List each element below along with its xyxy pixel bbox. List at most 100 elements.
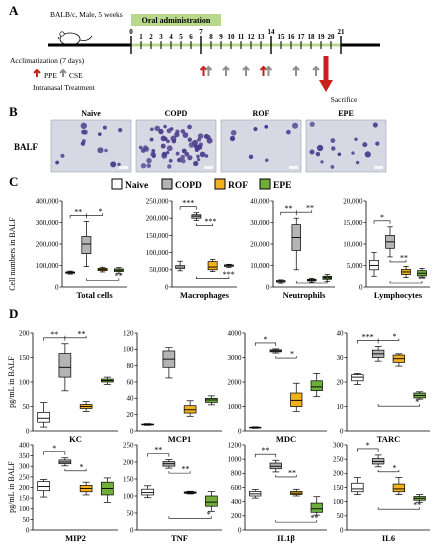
- y-tick-label: 0: [340, 427, 344, 435]
- stained-cell: [117, 162, 121, 167]
- stained-cell: [104, 148, 108, 153]
- timeline-day-label: 2: [149, 33, 153, 41]
- y-tick-label: 200,000: [36, 240, 59, 248]
- legend-swatch: [111, 178, 123, 190]
- stained-cell: [161, 153, 168, 159]
- chart-title: KC: [69, 434, 82, 444]
- stained-cell: [206, 137, 213, 144]
- y-tick-label: 40: [337, 329, 345, 337]
- y-tick-label: 200: [123, 458, 134, 466]
- timeline-day-label: 16: [288, 33, 296, 41]
- stained-cell: [175, 151, 180, 156]
- y-tick-label: 100,000: [36, 262, 59, 270]
- stained-cell: [82, 129, 88, 135]
- y-tick-label: 0: [238, 526, 242, 534]
- stained-cell: [198, 142, 203, 147]
- y-tick-label: 40,000: [250, 197, 270, 205]
- y-tick-label: 4000: [228, 329, 243, 337]
- stained-cell: [197, 133, 204, 139]
- ppe-label: PPE: [44, 71, 57, 80]
- cse-arrow-icon: [222, 65, 230, 76]
- stained-cell: [193, 160, 199, 167]
- significance-marker: *: [264, 335, 268, 344]
- legend-swatch: [214, 178, 226, 190]
- stained-cell: [166, 145, 173, 152]
- stained-cell: [351, 151, 355, 155]
- micrograph-title: COPD: [165, 109, 188, 118]
- stained-cell: [97, 132, 102, 136]
- y-tick-label: 350: [19, 452, 30, 460]
- significance-bracket: [86, 278, 120, 281]
- box-naive: [141, 488, 154, 496]
- chart-mcp1: 0 20 40 60 80 100 120 MCP1: [123, 329, 222, 444]
- y-tick-label: 20,000: [250, 240, 270, 248]
- timeline-day-label: 19: [318, 33, 326, 41]
- chart-mip2: 0 50 100 150 200 250 300 350 400 * * MIP2: [19, 441, 118, 543]
- cse-arrow-icon: [312, 65, 320, 76]
- stained-cell: [196, 157, 201, 162]
- y-tick-label: 3000: [228, 354, 243, 362]
- significance-marker: *: [80, 462, 84, 471]
- significance-marker: **: [50, 330, 58, 339]
- significance-bracket: [389, 259, 407, 263]
- timeline-day-label: 20: [328, 33, 336, 41]
- box-naive: [351, 482, 364, 493]
- micrograph-epe: [305, 119, 387, 173]
- y-tick-label: 50,000: [149, 266, 169, 274]
- significance-marker: **: [74, 207, 82, 216]
- acclimatization-label: Acclimatization (7 days): [10, 56, 85, 65]
- significance-marker: *: [366, 441, 370, 450]
- stained-cell: [230, 129, 237, 136]
- timeline-day-label: 15: [278, 33, 286, 41]
- timeline-day-label: 7: [199, 28, 203, 36]
- legend-label: ROF: [228, 181, 248, 191]
- timeline-day-label: 17: [298, 33, 306, 41]
- y-tick-label: 0: [55, 283, 59, 291]
- y-tick-label: 60: [127, 378, 135, 386]
- significance-marker: **: [262, 446, 270, 455]
- significance-bracket: [373, 220, 391, 224]
- y-tick-label: 200: [333, 470, 344, 478]
- significance-marker: *: [290, 350, 294, 359]
- micrograph-title: EPE: [338, 109, 354, 118]
- box-rof: [392, 483, 406, 493]
- treatment-arrows: [199, 65, 320, 76]
- timeline-day-label: 1: [139, 33, 143, 41]
- y-tick-label: 250: [333, 456, 344, 464]
- y-tick-label: 400: [19, 441, 30, 449]
- box-naive: [351, 374, 364, 382]
- stained-cell: [292, 122, 299, 129]
- chart-title: Total cells: [76, 290, 113, 300]
- y-tick-label: 50: [127, 509, 135, 517]
- stained-cell: [160, 143, 166, 149]
- y-tick-label: 100: [19, 378, 30, 386]
- legend-label: COPD: [175, 181, 202, 191]
- stained-cell: [140, 148, 146, 153]
- significance-bracket: [196, 276, 230, 279]
- significance-marker: ***: [223, 270, 235, 279]
- timeline-day-label: 5: [179, 33, 183, 41]
- micrograph-background: [220, 119, 302, 173]
- box-naive: [37, 412, 50, 423]
- stained-cell: [362, 142, 368, 148]
- significance-bracket: [254, 453, 277, 458]
- y-tick-label: 150: [19, 495, 30, 503]
- chart-title: Macrophages: [180, 290, 230, 300]
- chart-neutrophils: 0 10,000 20,000 30,000 40,000 ** ** ** Neutrophi…: [250, 197, 335, 300]
- y-tick-label: 150: [123, 475, 134, 483]
- panel-a-label: A: [9, 3, 19, 18]
- stained-cell: [264, 124, 269, 129]
- significance-marker: **: [154, 446, 162, 455]
- stained-cell: [160, 135, 167, 142]
- stained-cell: [286, 129, 291, 135]
- significance-bracket: [64, 468, 87, 472]
- stained-cell: [150, 151, 156, 157]
- significance-bracket: [295, 210, 313, 213]
- significance-bracket: [168, 516, 212, 519]
- stained-cell: [309, 149, 315, 155]
- y-tick-label: 10,000: [343, 240, 363, 248]
